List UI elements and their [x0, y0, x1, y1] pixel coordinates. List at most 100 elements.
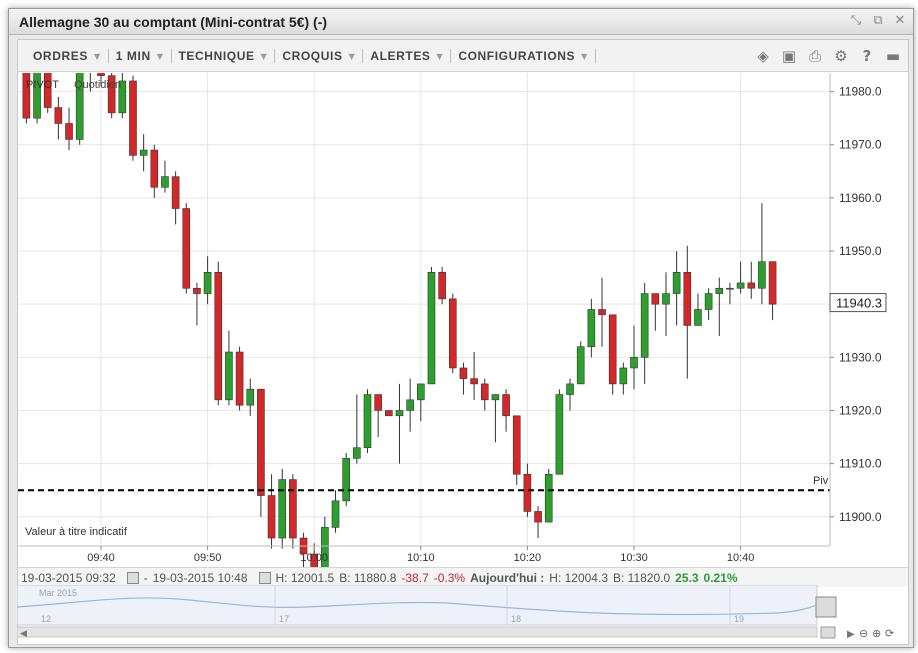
chevron-down-icon: ▼: [581, 51, 588, 61]
candle-body: [278, 479, 287, 539]
scroll-right-icon[interactable]: ▶: [847, 629, 855, 640]
candle-body: [353, 447, 361, 459]
navigator-handle[interactable]: [815, 596, 837, 618]
candle-body: [203, 271, 212, 294]
calendar-icon[interactable]: [126, 571, 139, 584]
range-start-date[interactable]: 19-03-2015 09:32: [21, 570, 116, 585]
candle-body: [246, 388, 255, 406]
menu-technique[interactable]: TECHNIQUE ▼: [172, 49, 276, 63]
chart-area[interactable]: Piv 11980.011970.011960.011950.011940.01…: [18, 38, 908, 613]
candle-body: [630, 357, 638, 369]
today-change-pct: 0.21%: [703, 570, 738, 585]
indicator-period: Quotidien: [74, 79, 121, 91]
candle-body: [651, 293, 660, 305]
candle-body: [289, 479, 297, 539]
title-bar[interactable]: Allemagne 30 au comptant (Mini-contrat 5…: [9, 9, 913, 35]
navigator-day: 12: [41, 614, 51, 624]
chevron-down-icon: ▼: [348, 51, 356, 61]
menu-bar: ORDRES ▼ 1 MIN ▼ TECHNIQUE ▼ CROQUIS ▼ ALERT…: [26, 49, 596, 63]
navigator-day: 18: [511, 614, 521, 624]
navigator-scrollbar[interactable]: [16, 626, 818, 638]
menu-label: 1 MIN: [115, 49, 151, 63]
popout-icon[interactable]: ⧉: [873, 13, 883, 28]
comment-icon[interactable]: ▬: [885, 47, 901, 65]
chart-window: Allemagne 30 au comptant (Mini-contrat 5…: [8, 8, 914, 648]
zoom-out-icon[interactable]: ⊖: [859, 628, 868, 640]
shrink-icon[interactable]: ⤡: [850, 13, 862, 28]
candle-body: [448, 298, 457, 369]
menu-label: ORDRES: [33, 49, 88, 63]
navigator[interactable]: Mar 2015 12 17 18 19 ◀ ▶ ⊖ ⊕ ⟳: [16, 584, 909, 645]
gear-icon[interactable]: ⚙: [834, 47, 848, 65]
scroll-left-icon[interactable]: ◀: [20, 628, 27, 638]
menu-alertes[interactable]: ALERTES ▼: [363, 49, 452, 63]
candle-body: [736, 282, 745, 289]
calendar-icon[interactable]: [258, 571, 271, 584]
navigator-background: [16, 584, 818, 626]
candle-body: [235, 351, 244, 406]
range-separator: -: [143, 570, 148, 585]
pivot-tag: Piv: [813, 475, 829, 487]
candle-body: [65, 123, 73, 140]
candle-body: [225, 351, 233, 401]
candle-body: [598, 309, 606, 316]
current-price-value: 11940.3: [836, 296, 882, 311]
navigator-day: 17: [279, 614, 289, 624]
price-chart[interactable]: Piv 11980.011970.011960.011950.011940.01…: [18, 38, 908, 613]
range-end-date[interactable]: 19-03-2015 10:48: [152, 570, 248, 585]
candle-body: [214, 271, 223, 401]
candle-body: [118, 80, 127, 114]
navigator-svg[interactable]: Mar 2015 12 17 18 19 ◀ ▶ ⊖ ⊕ ⟳: [16, 584, 909, 645]
candle-body: [480, 383, 489, 401]
image-icon[interactable]: ▣: [781, 47, 797, 65]
candle-body: [576, 346, 585, 385]
grid-lines: [18, 73, 830, 546]
layers-icon[interactable]: ◈: [757, 47, 769, 65]
reset-zoom-icon[interactable]: ⟳: [885, 628, 894, 640]
current-price-label: 11940.3: [829, 293, 887, 313]
candle-body: [385, 410, 393, 417]
toolbar: ORDRES ▼ 1 MIN ▼ TECHNIQUE ▼ CROQUIS ▼ ALERT…: [18, 40, 908, 72]
print-icon[interactable]: ⎙: [808, 47, 821, 65]
candle-body: [129, 80, 137, 156]
menu-croquis[interactable]: CROQUIS ▼: [275, 49, 364, 63]
candle-body: [331, 500, 340, 528]
menu-interval[interactable]: 1 MIN ▼: [109, 49, 172, 63]
menu-label: CONFIGURATIONS: [458, 49, 576, 63]
candle-body: [139, 149, 148, 156]
current-price-box: [829, 293, 887, 313]
menu-label: ALERTES: [370, 49, 431, 63]
zoom-in-icon[interactable]: ⊕: [872, 628, 881, 640]
candle-body: [566, 383, 574, 395]
scroll-thumb[interactable]: [820, 626, 836, 639]
candle-body: [502, 394, 510, 417]
candle-body: [523, 473, 532, 512]
window-title: Allemagne 30 au comptant (Mini-contrat 5…: [19, 14, 328, 30]
price-tick-label: 11970.0: [839, 138, 882, 152]
menu-ordres[interactable]: ORDRES ▼: [26, 49, 109, 63]
candle-body: [619, 367, 628, 385]
disclaimer-text: Valeur à titre indicatif: [25, 526, 128, 538]
candle-body: [374, 394, 382, 411]
title-icons: ⤡ ⧉ ✕: [849, 14, 907, 28]
time-tick-label: 10:10: [407, 552, 435, 564]
candle-body: [768, 261, 777, 305]
candle-body: [406, 399, 414, 411]
candle-body: [704, 293, 713, 310]
candle-body: [416, 383, 425, 401]
indicator-label: PIVOT: [26, 79, 59, 91]
close-icon[interactable]: ✕: [894, 13, 906, 28]
status-bar: 19-03-2015 09:32 - 19-03-2015 10:48 H: 1…: [18, 567, 908, 587]
today-low: B: 11820.0: [613, 570, 671, 585]
candle-body: [672, 271, 681, 294]
candle-body: [491, 394, 500, 401]
candle-body: [555, 394, 564, 475]
candle-body: [427, 271, 436, 385]
candle-body: [747, 282, 756, 289]
help-icon[interactable]: ?: [862, 47, 872, 65]
menu-label: TECHNIQUE: [178, 49, 255, 63]
candle-body: [758, 261, 766, 289]
menu-configurations[interactable]: CONFIGURATIONS ▼: [451, 49, 596, 63]
time-tick-label: 09:40: [87, 552, 115, 564]
candle-body: [715, 287, 724, 294]
